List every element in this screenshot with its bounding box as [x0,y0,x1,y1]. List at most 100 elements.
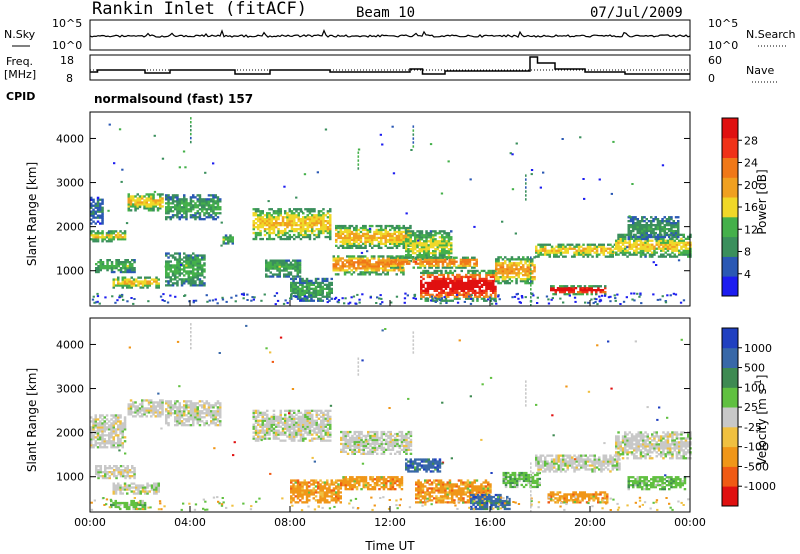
power-cell [157,284,160,287]
power-cell [517,268,520,271]
power-cell [604,291,607,294]
power-cell [348,263,351,266]
power-cell [322,218,325,221]
power-cell [357,155,360,158]
velocity-cell [132,507,135,511]
power-cell [450,262,454,265]
power-cell [547,298,550,301]
power-cell [189,256,193,259]
power-cell [483,297,486,300]
station-title: Rankin Inlet (fitACF) [92,0,307,19]
power-cell [655,247,658,250]
velocity-cell [169,414,172,417]
power-cell [526,266,529,269]
velocity-cell [157,488,160,491]
power-cell [281,229,285,233]
power-cell [655,243,658,246]
power-cell [607,251,610,254]
power-cell [299,283,302,286]
velocity-cell [136,407,139,410]
velocity-cell [185,408,188,411]
velocity-cell [136,411,139,414]
power-cell [286,301,289,304]
power-cell [391,236,394,240]
power-cell [203,284,206,287]
power-cell [397,257,401,260]
velocity-cell [126,475,129,478]
power-cell [671,251,674,254]
power-cell [290,285,293,288]
power-cell [609,300,612,303]
power-cell [630,243,634,246]
power-cell [634,237,637,241]
power-cell [598,253,601,256]
power-cell [203,276,206,279]
power-cell [402,226,405,230]
power-cell [124,259,127,262]
power-cell [350,246,354,249]
power-cell [339,265,342,268]
power-cell [259,224,262,227]
power-cell [537,243,540,246]
power-cell [423,240,426,243]
power-cell [356,293,359,296]
velocity-cell [96,436,100,439]
power-cell [434,232,437,235]
power-cell [116,299,119,302]
velocity-cell [101,426,104,429]
power-cell [456,295,459,298]
power-cell [428,262,431,265]
power-cell [465,293,468,296]
power-cell [388,263,392,266]
power-cell [208,299,211,302]
power-cell [390,266,393,269]
power-cell [563,289,566,292]
power-cell [673,247,676,250]
power-cell [212,216,215,219]
velocity-cell [180,424,184,427]
velocity-cell [205,420,208,423]
velocity-cell [95,471,98,474]
velocity-cell [180,406,184,409]
velocity-cell [128,486,131,489]
velocity-cell [176,412,179,415]
power-cell [328,281,331,285]
velocity-cell [119,422,122,425]
power-cell [203,282,206,285]
power-cell [601,291,605,294]
power-cell [469,285,472,288]
velocity-cell [104,465,107,468]
power-cell [259,218,262,221]
velocity-cell [130,486,133,489]
power-cell [260,299,263,302]
power-cell [519,262,523,265]
power-cell [429,293,432,296]
power-cell [297,233,300,237]
power-cell [371,246,374,249]
velocity-cell [176,420,179,423]
power-cell [579,293,582,296]
power-cell [409,226,412,230]
velocity-cell [131,465,134,468]
power-cell [644,243,647,246]
power-cell [530,280,532,283]
power-colorbar-swatch [722,197,738,218]
power-cell [589,251,592,254]
power-cell [171,266,175,269]
power-cell [451,283,454,286]
velocity-cell [176,410,179,413]
power-cell [429,234,433,237]
power-cell [668,218,671,221]
velocity-cell [165,422,168,425]
power-cell [635,245,638,248]
power-cell [294,287,297,290]
power-cell [101,265,105,268]
power-cell [635,241,638,244]
velocity-cell [144,486,147,489]
velocity-cell [101,475,105,478]
power-cell [371,224,374,228]
power-cell [299,279,302,283]
power-cell [169,202,172,205]
velocity-cell [203,404,206,407]
power-cell [127,205,130,208]
